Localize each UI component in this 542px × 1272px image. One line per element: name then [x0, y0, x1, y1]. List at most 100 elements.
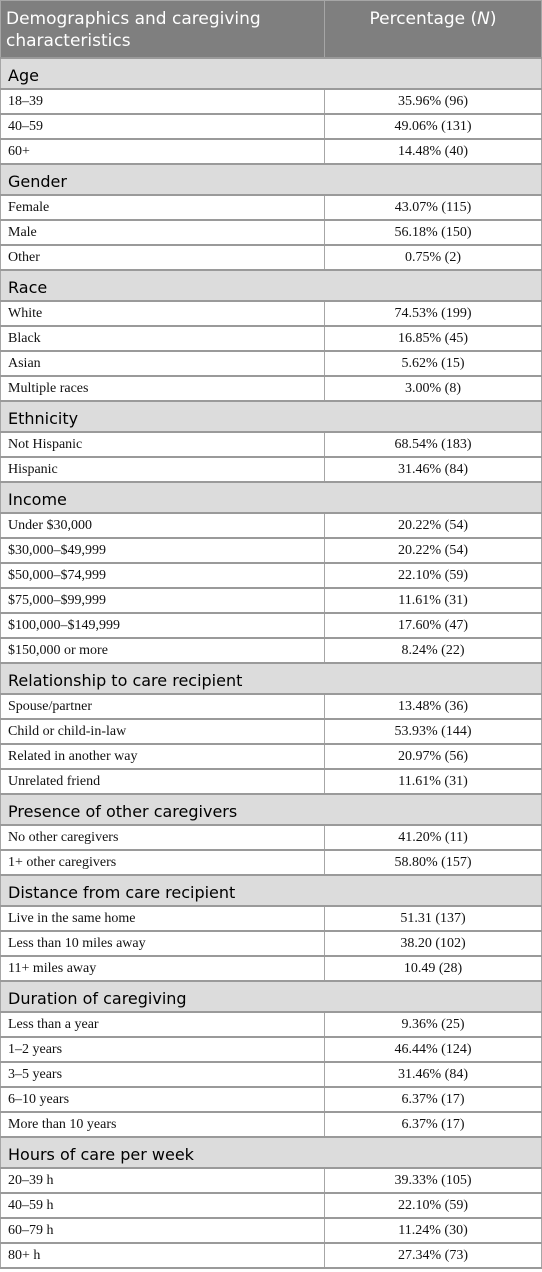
- section-title: Ethnicity: [0, 400, 542, 433]
- section-header-row: Race: [0, 269, 542, 302]
- table-row: White 74.53% (199): [0, 300, 542, 327]
- table-row: 40–59 h 22.10% (59): [0, 1192, 542, 1219]
- section-title: Race: [0, 269, 542, 302]
- row-label: Under $30,000: [0, 512, 325, 539]
- column-header-percentage-prefix: Percentage (: [369, 9, 478, 29]
- section-title: Hours of care per week: [0, 1136, 542, 1169]
- table-row: Less than a year 9.36% (25): [0, 1011, 542, 1038]
- table-row: $50,000–$74,999 22.10% (59): [0, 562, 542, 589]
- row-value: 49.06% (131): [324, 113, 542, 140]
- row-value: 22.10% (59): [324, 562, 542, 589]
- table-row: Not Hispanic 68.54% (183): [0, 431, 542, 458]
- row-value: 10.49 (28): [324, 955, 542, 982]
- row-value: 20.22% (54): [324, 512, 542, 539]
- row-label: Female: [0, 194, 325, 221]
- table-row: Black 16.85% (45): [0, 325, 542, 352]
- row-label: Other: [0, 244, 325, 271]
- row-label: 3–5 years: [0, 1061, 325, 1088]
- table-row: $150,000 or more 8.24% (22): [0, 637, 542, 664]
- table-row: Other 0.75% (2): [0, 244, 542, 271]
- row-value: 11.61% (31): [324, 768, 542, 795]
- row-value: 13.48% (36): [324, 693, 542, 720]
- row-label: 60+: [0, 138, 325, 165]
- table-row: 3–5 years 31.46% (84): [0, 1061, 542, 1088]
- row-value: 51.31 (137): [324, 905, 542, 932]
- row-label: Male: [0, 219, 325, 246]
- table-row: More than 10 years 6.37% (17): [0, 1111, 542, 1138]
- table-row: Less than 10 miles away 38.20 (102): [0, 930, 542, 957]
- row-label: 1+ other caregivers: [0, 849, 325, 876]
- column-header-characteristics: Demographics and caregiving characterist…: [0, 0, 325, 59]
- section-header-row: Duration of caregiving: [0, 980, 542, 1013]
- table-row: Male 56.18% (150): [0, 219, 542, 246]
- row-value: 9.36% (25): [324, 1011, 542, 1038]
- section-header-row: Presence of other caregivers: [0, 793, 542, 826]
- section-title: Age: [0, 57, 542, 90]
- row-value: 8.24% (22): [324, 637, 542, 664]
- row-label: 11+ miles away: [0, 955, 325, 982]
- row-value: 11.24% (30): [324, 1217, 542, 1244]
- table-row: $30,000–$49,999 20.22% (54): [0, 537, 542, 564]
- row-label: Hispanic: [0, 456, 325, 483]
- row-value: 58.80% (157): [324, 849, 542, 876]
- row-label: White: [0, 300, 325, 327]
- row-label: $100,000–$149,999: [0, 612, 325, 639]
- row-value: 0.75% (2): [324, 244, 542, 271]
- row-label: $75,000–$99,999: [0, 587, 325, 614]
- row-label: 18–39: [0, 88, 325, 115]
- row-value: 16.85% (45): [324, 325, 542, 352]
- column-header-percentage: Percentage (N): [324, 0, 542, 59]
- row-value: 27.34% (73): [324, 1242, 542, 1269]
- row-label: $30,000–$49,999: [0, 537, 325, 564]
- section-header-row: Distance from care recipient: [0, 874, 542, 907]
- table-row: 11+ miles away 10.49 (28): [0, 955, 542, 982]
- section-title: Presence of other caregivers: [0, 793, 542, 826]
- column-header-n: N: [477, 9, 490, 29]
- row-value: 6.37% (17): [324, 1111, 542, 1138]
- row-value: 68.54% (183): [324, 431, 542, 458]
- row-label: $150,000 or more: [0, 637, 325, 664]
- table-row: 60–79 h 11.24% (30): [0, 1217, 542, 1244]
- section-header-row: Income: [0, 481, 542, 514]
- row-value: 3.00% (8): [324, 375, 542, 402]
- row-value: 5.62% (15): [324, 350, 542, 377]
- row-value: 11.61% (31): [324, 587, 542, 614]
- row-value: 35.96% (96): [324, 88, 542, 115]
- row-label: Less than 10 miles away: [0, 930, 325, 957]
- row-value: 43.07% (115): [324, 194, 542, 221]
- table-row: 18–39 35.96% (96): [0, 88, 542, 115]
- table-row: Hispanic 31.46% (84): [0, 456, 542, 483]
- row-value: 22.10% (59): [324, 1192, 542, 1219]
- row-value: 31.46% (84): [324, 1061, 542, 1088]
- row-value: 17.60% (47): [324, 612, 542, 639]
- table-row: Live in the same home 51.31 (137): [0, 905, 542, 932]
- section-title: Distance from care recipient: [0, 874, 542, 907]
- table-row: $100,000–$149,999 17.60% (47): [0, 612, 542, 639]
- table-row: Asian 5.62% (15): [0, 350, 542, 377]
- table-row: $75,000–$99,999 11.61% (31): [0, 587, 542, 614]
- row-value: 53.93% (144): [324, 718, 542, 745]
- row-label: No other caregivers: [0, 824, 325, 851]
- row-label: Less than a year: [0, 1011, 325, 1038]
- row-label: Child or child-in-law: [0, 718, 325, 745]
- section-header-row: Hours of care per week: [0, 1136, 542, 1169]
- table-row: Spouse/partner 13.48% (36): [0, 693, 542, 720]
- row-label: Spouse/partner: [0, 693, 325, 720]
- section-header-row: Age: [0, 57, 542, 90]
- column-header-percentage-suffix: ): [489, 9, 497, 29]
- table-row: 40–59 49.06% (131): [0, 113, 542, 140]
- row-value: 31.46% (84): [324, 456, 542, 483]
- section-header-row: Ethnicity: [0, 400, 542, 433]
- row-value: 14.48% (40): [324, 138, 542, 165]
- row-label: 60–79 h: [0, 1217, 325, 1244]
- table-row: 1+ other caregivers 58.80% (157): [0, 849, 542, 876]
- table-row: Female 43.07% (115): [0, 194, 542, 221]
- row-label: 40–59: [0, 113, 325, 140]
- table-row: 1–2 years 46.44% (124): [0, 1036, 542, 1063]
- row-value: 39.33% (105): [324, 1167, 542, 1194]
- row-value: 6.37% (17): [324, 1086, 542, 1113]
- table-row: 60+ 14.48% (40): [0, 138, 542, 165]
- row-label: $50,000–$74,999: [0, 562, 325, 589]
- table-row: Multiple races 3.00% (8): [0, 375, 542, 402]
